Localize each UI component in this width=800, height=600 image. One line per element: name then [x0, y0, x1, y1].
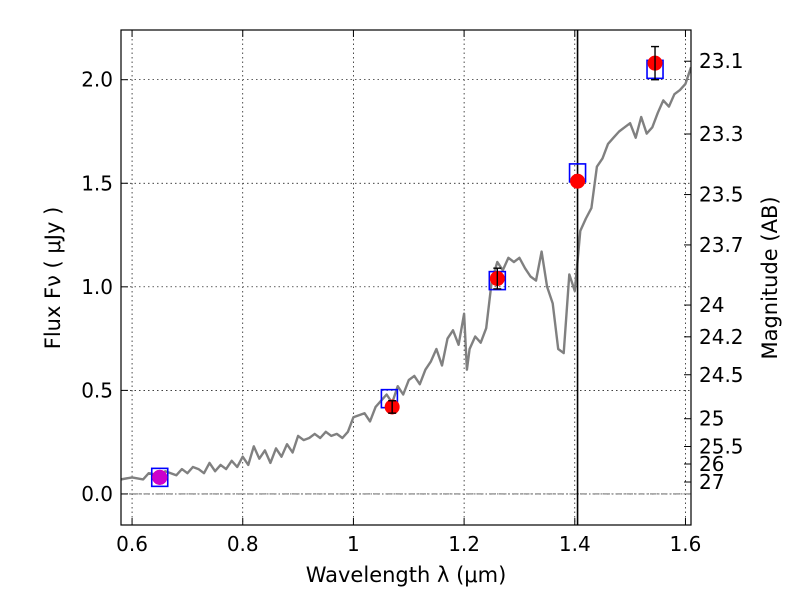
data-point-circle	[152, 469, 168, 485]
data-point-circle	[570, 173, 586, 189]
x-tick-label: 0.6	[116, 532, 148, 556]
mag-tick-label: 24.2	[699, 325, 744, 349]
model-point-square	[150, 467, 169, 488]
ticks: 0.6 0.8 1 1.2 1.4 1.6 0.0 0.5 1.0 1.5 2.0 23.1 23.3 2…	[81, 30, 744, 556]
mag-tick-label: 24.5	[699, 363, 744, 387]
mag-tick-label: 25.5	[699, 434, 744, 458]
y-axis-label: Flux Fν ( μJy )	[41, 207, 65, 350]
grid	[121, 30, 691, 525]
x-tick-label: 1	[347, 532, 360, 556]
y-tick-label: 0.5	[81, 378, 113, 402]
x-tick-label: 1.2	[448, 532, 480, 556]
y-tick-label: 0.0	[81, 482, 113, 506]
spectrum-line	[121, 66, 691, 481]
mag-tick-label: 23.3	[699, 122, 744, 146]
y2-axis-label: Magnitude (AB)	[758, 196, 782, 359]
mag-tick-label: 23.1	[699, 49, 744, 73]
x-tick-label: 0.8	[227, 532, 259, 556]
mag-tick-label: 23.7	[699, 233, 744, 257]
x-tick-label: 1.6	[670, 532, 702, 556]
y-tick-label: 1.5	[81, 171, 113, 195]
y-tick-label: 2.0	[81, 68, 113, 92]
x-axis-label: Wavelength λ (μm)	[306, 563, 507, 587]
mag-tick-label: 24	[699, 293, 724, 317]
mag-tick-label: 26	[699, 452, 724, 476]
mag-tick-label: 23.5	[699, 183, 744, 207]
mag-tick-label: 27	[699, 470, 724, 494]
plot-area	[121, 30, 691, 525]
y-tick-label: 1.0	[81, 275, 113, 299]
axes-frame	[120, 29, 692, 526]
x-tick-label: 1.4	[559, 532, 591, 556]
mag-tick-label: 25	[699, 407, 724, 431]
